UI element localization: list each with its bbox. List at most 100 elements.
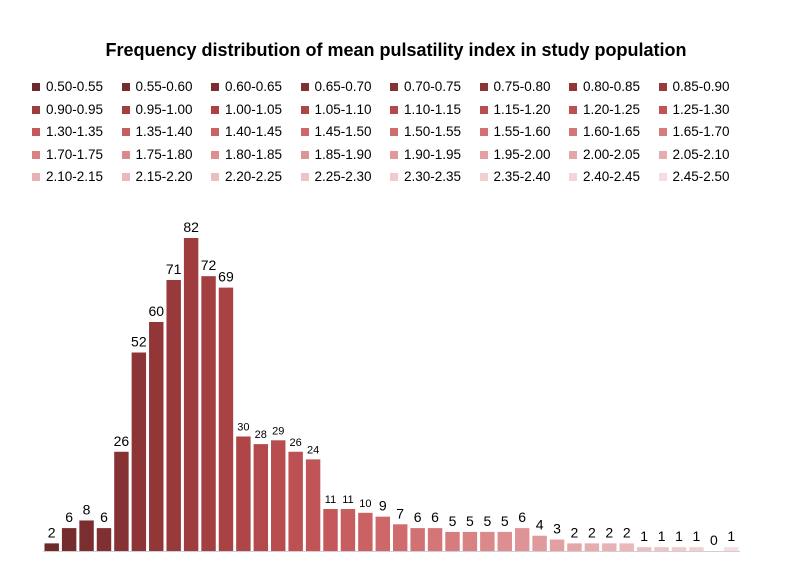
legend-swatch xyxy=(300,150,309,159)
legend-label: 2.40-2.45 xyxy=(583,169,641,184)
bar xyxy=(724,547,739,551)
bar xyxy=(61,528,77,551)
bar xyxy=(427,528,443,551)
legend-swatch xyxy=(211,173,219,181)
data-label: 29 xyxy=(272,425,284,437)
legend-swatch xyxy=(658,150,667,159)
legend-label: 0.75-0.80 xyxy=(493,79,551,94)
legend-swatch xyxy=(121,128,130,136)
bar xyxy=(549,539,565,551)
legend-label: 2.35-2.40 xyxy=(493,169,551,184)
bar xyxy=(393,524,408,551)
legend-swatch xyxy=(32,83,40,91)
legend-label: 1.95-2.00 xyxy=(493,146,551,162)
data-label: 1 xyxy=(727,528,735,544)
legend-swatch xyxy=(121,105,130,114)
bar xyxy=(114,451,129,551)
data-label: 9 xyxy=(379,498,387,514)
data-label: 11 xyxy=(325,494,336,506)
bar xyxy=(514,528,530,551)
legend-swatch xyxy=(32,128,40,136)
data-label: 6 xyxy=(65,509,73,525)
data-label: 11 xyxy=(342,494,353,506)
bar xyxy=(96,528,112,551)
legend-label: 2.00-2.05 xyxy=(583,146,641,162)
bar xyxy=(619,543,634,551)
legend-swatch xyxy=(658,128,667,136)
bar xyxy=(462,531,478,551)
data-label: 5 xyxy=(466,513,474,529)
bar xyxy=(445,531,460,551)
legend-label: 1.15-1.20 xyxy=(493,101,551,117)
legend-swatch xyxy=(211,105,219,114)
data-label: 60 xyxy=(148,303,164,319)
legend-label: 0.80-0.85 xyxy=(583,79,641,94)
bar xyxy=(636,547,652,551)
data-label: 69 xyxy=(218,269,234,285)
legend-label: 2.45-2.50 xyxy=(672,169,730,184)
legend-label: 1.55-1.60 xyxy=(493,124,551,139)
legend-swatch xyxy=(390,105,398,114)
legend-label: 0.50-0.55 xyxy=(46,79,104,94)
legend-swatch xyxy=(569,173,577,181)
legend-swatch xyxy=(32,173,40,181)
legend-label: 2.10-2.15 xyxy=(46,169,104,184)
legend-swatch xyxy=(390,128,398,136)
data-label: 7 xyxy=(396,505,404,521)
bar xyxy=(410,528,425,551)
data-label: 5 xyxy=(501,513,509,529)
bar xyxy=(201,276,216,551)
bar xyxy=(131,352,147,551)
bar xyxy=(166,279,181,551)
data-label: 8 xyxy=(83,501,91,517)
legend-swatch xyxy=(479,105,488,114)
bar xyxy=(480,531,495,551)
legend-label: 1.65-1.70 xyxy=(672,124,730,139)
bar xyxy=(497,531,512,551)
legend-label: 1.40-1.45 xyxy=(225,124,283,139)
legend-swatch xyxy=(211,128,219,136)
legend-label: 0.90-0.95 xyxy=(46,101,104,117)
bar xyxy=(79,520,94,551)
legend-label: 1.10-1.15 xyxy=(404,101,462,117)
data-label: 28 xyxy=(255,429,267,441)
legend-label: 0.95-1.00 xyxy=(135,101,193,117)
data-label: 6 xyxy=(414,509,422,525)
chart-title: Frequency distribution of mean pulsatili… xyxy=(105,40,687,60)
legend-label: 2.25-2.30 xyxy=(314,169,372,184)
bar xyxy=(183,238,199,551)
legend-label: 1.20-1.25 xyxy=(583,101,641,117)
legend-swatch xyxy=(569,105,577,114)
legend-swatch xyxy=(658,173,667,181)
legend-swatch xyxy=(32,150,40,159)
data-label: 1 xyxy=(693,528,701,544)
bar xyxy=(375,516,390,551)
legend-swatch xyxy=(479,173,488,181)
data-label: 52 xyxy=(131,334,147,350)
data-label: 6 xyxy=(431,509,439,525)
data-label: 6 xyxy=(100,509,108,525)
data-label: 6 xyxy=(518,509,526,525)
legend-label: 2.30-2.35 xyxy=(404,169,462,184)
legend-label: 1.35-1.40 xyxy=(135,124,193,139)
legend-label: 1.00-1.05 xyxy=(225,101,283,117)
data-label: 4 xyxy=(536,517,544,533)
legend-label: 1.30-1.35 xyxy=(46,124,104,139)
bar xyxy=(532,535,547,551)
data-label: 2 xyxy=(588,524,596,540)
bar xyxy=(149,321,164,551)
legend-label: 0.85-0.90 xyxy=(672,79,730,94)
data-label: 3 xyxy=(553,521,561,537)
legend-swatch xyxy=(211,83,219,91)
bar xyxy=(602,543,617,551)
bar xyxy=(253,444,269,551)
legend-swatch xyxy=(300,173,309,181)
bar xyxy=(584,543,600,551)
legend-swatch xyxy=(300,128,309,136)
legend-swatch xyxy=(390,83,398,91)
legend-label: 1.50-1.55 xyxy=(404,124,462,139)
legend-swatch xyxy=(658,83,667,91)
legend-swatch xyxy=(569,128,577,136)
legend-swatch xyxy=(390,150,398,159)
data-label: 2 xyxy=(571,524,579,540)
